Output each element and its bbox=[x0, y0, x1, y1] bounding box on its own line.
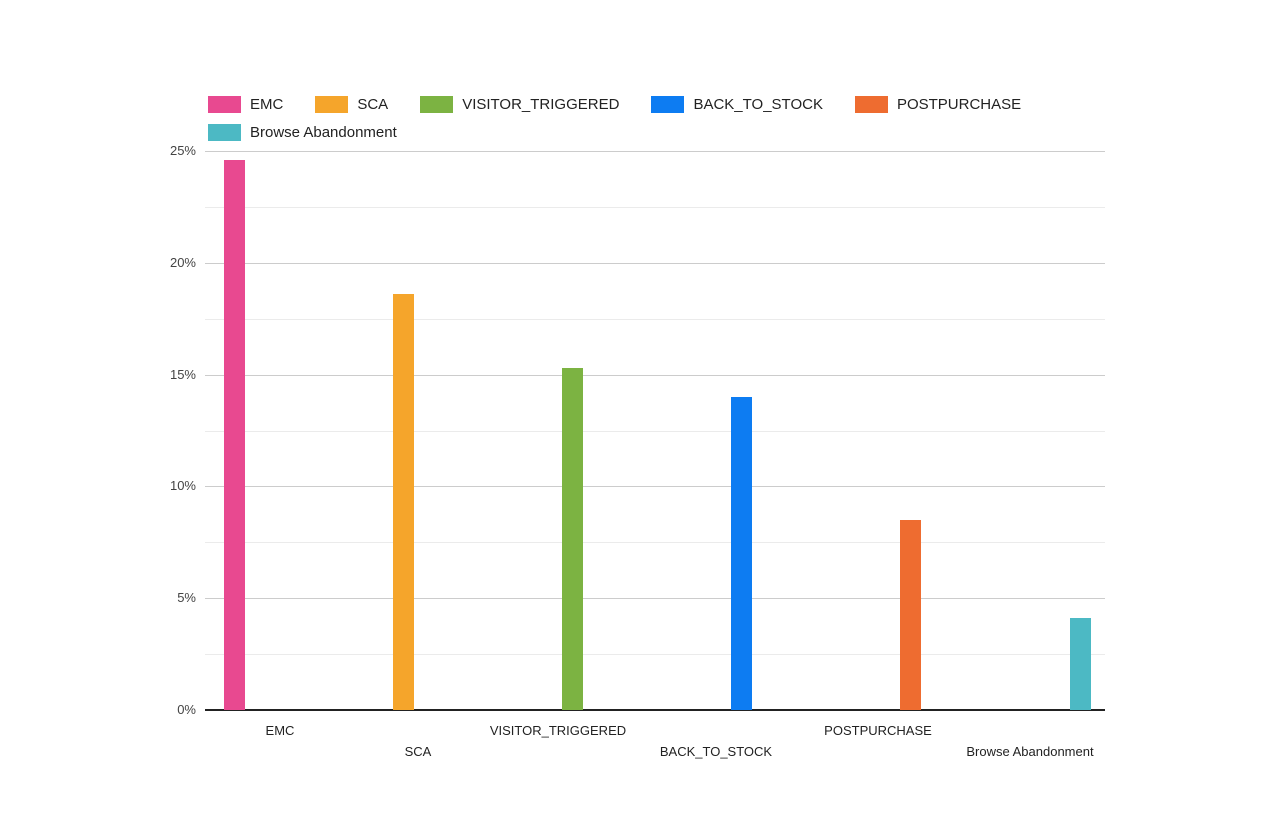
bar-postpurchase[interactable] bbox=[900, 519, 922, 710]
gridline-major bbox=[205, 486, 1105, 488]
legend-label-emc: EMC bbox=[250, 96, 284, 113]
y-axis-tick-label: 15% bbox=[169, 366, 196, 382]
legend-item-back-to-stock: BACK_TO_STOCK bbox=[651, 96, 823, 113]
chart-legend: EMC SCA VISITOR_TRIGGERED BACK_TO_STOCK POST… bbox=[208, 96, 1128, 141]
gridline-minor bbox=[205, 654, 1105, 656]
legend-item-sca: SCA bbox=[315, 96, 388, 113]
y-axis-tick-label: 20% bbox=[169, 254, 196, 270]
legend-item-emc: EMC bbox=[208, 96, 283, 113]
legend-label-sca: SCA bbox=[357, 96, 389, 113]
legend-item-visitor-triggered: VISITOR_TRIGGERED bbox=[420, 96, 619, 113]
gridline-major bbox=[205, 262, 1105, 264]
legend-swatch-sca bbox=[315, 96, 349, 113]
x-axis-label-sca: SCA bbox=[404, 744, 432, 759]
bar-browse-abandonment[interactable] bbox=[1069, 618, 1091, 710]
bar-sca[interactable] bbox=[392, 294, 414, 710]
x-axis-label-emc: EMC bbox=[265, 723, 295, 738]
legend-swatch-back-to-stock bbox=[651, 96, 685, 113]
legend-label-postpurchase: POSTPURCHASE bbox=[896, 96, 1022, 113]
bar-emc[interactable] bbox=[223, 159, 245, 710]
x-axis-label-back-to-stock: BACK_TO_STOCK bbox=[659, 744, 773, 759]
x-axis-label-visitor-triggered: VISITOR_TRIGGERED bbox=[489, 723, 627, 738]
legend-swatch-browse-abandonment bbox=[208, 124, 241, 141]
gridline-major bbox=[205, 151, 1105, 152]
y-axis-tick-label: 25% bbox=[169, 143, 196, 158]
legend-swatch-visitor-triggered bbox=[420, 96, 454, 113]
legend-label-back-to-stock: BACK_TO_STOCK bbox=[693, 96, 823, 113]
gridline-minor bbox=[205, 542, 1105, 544]
gridline-major bbox=[205, 374, 1105, 376]
x-axis-label-postpurchase: POSTPURCHASE bbox=[824, 723, 932, 738]
x-axis-line bbox=[205, 709, 1105, 711]
legend-label-browse-abandonment: Browse Abandonment bbox=[250, 124, 397, 141]
legend-swatch-emc bbox=[208, 96, 241, 113]
legend-label-visitor-triggered: VISITOR_TRIGGERED bbox=[462, 96, 620, 113]
bar-visitor-triggered[interactable] bbox=[561, 367, 583, 710]
y-axis-tick-label: 5% bbox=[177, 590, 196, 606]
y-axis-tick-label: 10% bbox=[169, 478, 196, 494]
legend-item-postpurchase: POSTPURCHASE bbox=[854, 96, 1022, 113]
legend-item-browse-abandonment: Browse Abandonment bbox=[208, 124, 397, 141]
gridline-minor bbox=[205, 206, 1105, 208]
bar-back-to-stock[interactable] bbox=[731, 396, 753, 710]
legend-swatch-postpurchase bbox=[854, 96, 888, 113]
gridline-minor bbox=[205, 430, 1105, 432]
x-axis-label-browse-abandonment: Browse Abandonment bbox=[966, 744, 1094, 759]
y-axis-tick-label: 0% bbox=[177, 702, 196, 717]
gridline-major bbox=[205, 598, 1105, 600]
gridline-minor bbox=[205, 318, 1105, 320]
